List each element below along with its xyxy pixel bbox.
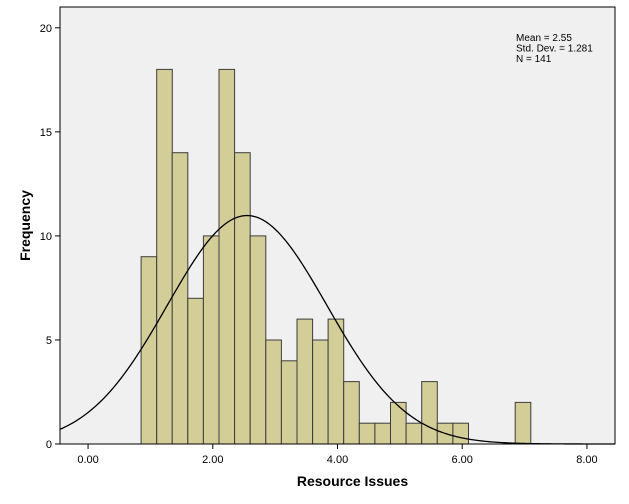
y-axis-ticks: 0 5 10 15 20 — [40, 23, 60, 451]
x-tick-label: 4.00 — [327, 454, 348, 466]
histogram-bar-7 — [249, 235, 267, 445]
histogram-bar-21 — [514, 401, 532, 445]
x-tick-label: 0.00 — [77, 454, 98, 466]
stat-n: N = 141 — [516, 54, 552, 65]
y-tick-label: 10 — [40, 231, 52, 243]
x-tick-label: 8.00 — [576, 454, 597, 466]
y-tick-label: 5 — [46, 335, 52, 347]
stats-legend: Mean = 2.55 Std. Dev. = 1.281 N = 141 — [516, 33, 593, 65]
histogram-bar-6 — [234, 152, 251, 445]
y-tick-label: 20 — [40, 23, 52, 35]
histogram-bar-16 — [390, 401, 407, 445]
histogram-bar-18 — [421, 381, 438, 445]
histogram-bar-1 — [156, 68, 173, 445]
histogram-bar-10 — [296, 318, 314, 445]
histogram-bar-12 — [327, 318, 345, 445]
histogram-bar-15 — [374, 422, 391, 445]
y-axis-title: Frequency — [17, 190, 33, 261]
histogram-bar-14 — [358, 422, 376, 445]
x-tick-label: 6.00 — [452, 454, 473, 466]
histogram-bar-13 — [343, 381, 360, 445]
histogram-bar-3 — [187, 297, 204, 445]
histogram-bar-11 — [312, 339, 329, 445]
histogram-bars — [140, 68, 532, 445]
y-tick-label: 0 — [46, 439, 52, 451]
histogram-bar-5 — [218, 68, 236, 445]
histogram-bar-8 — [265, 339, 282, 445]
x-tick-label: 2.00 — [202, 454, 223, 466]
normal-curve — [59, 214, 615, 445]
stat-std-dev: Std. Dev. = 1.281 — [516, 44, 593, 55]
y-tick-label: 15 — [40, 127, 52, 139]
histogram-bar-20 — [452, 422, 469, 445]
histogram-bar-4 — [202, 235, 220, 445]
histogram-bar-2 — [171, 152, 189, 445]
stat-mean: Mean = 2.55 — [516, 33, 572, 44]
histogram-bar-9 — [280, 360, 298, 445]
x-axis-title: Resource Issues — [297, 473, 408, 489]
histogram-bar-0 — [140, 256, 158, 445]
x-axis-ticks: 0.00 2.00 4.00 6.00 8.00 — [77, 444, 598, 466]
histogram-bar-17 — [405, 422, 423, 445]
